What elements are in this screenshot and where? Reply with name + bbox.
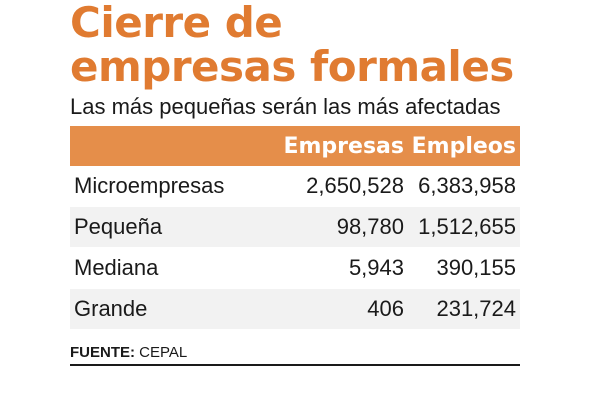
cell-empresas: 5,943 <box>274 247 411 289</box>
table-row: Microempresas 2,650,528 6,383,958 <box>70 166 520 207</box>
cell-empleos: 390,155 <box>411 247 520 289</box>
cell-empresas: 406 <box>274 288 411 330</box>
table-header-row: Empresas Empleos <box>70 126 520 166</box>
cell-empleos: 6,383,958 <box>411 166 520 207</box>
data-table: Empresas Empleos Microempresas 2,650,528… <box>70 126 520 330</box>
table-row: Pequeña 98,780 1,512,655 <box>70 206 520 248</box>
row-label: Pequeña <box>70 206 274 248</box>
chart-subtitle: Las más pequeñas serán las más afectadas <box>70 94 501 119</box>
row-label: Grande <box>70 288 274 330</box>
row-label: Microempresas <box>70 166 274 207</box>
cell-empleos: 231,724 <box>411 288 520 330</box>
source-text: CEPAL <box>139 344 188 361</box>
cell-empleos: 1,512,655 <box>411 206 520 248</box>
table-row: Grande 406 231,724 <box>70 288 520 330</box>
cell-empresas: 98,780 <box>274 206 411 248</box>
infographic: Cierre de empresas formales Las más pequ… <box>70 0 520 366</box>
column-header-category <box>70 126 274 166</box>
source-label: FUENTE: <box>70 344 135 361</box>
source-note: FUENTE: CEPAL <box>70 344 520 366</box>
cell-empresas: 2,650,528 <box>274 166 411 207</box>
chart-title: Cierre de empresas formales <box>70 0 514 91</box>
column-header-empresas: Empresas <box>274 126 411 166</box>
column-header-empleos: Empleos <box>411 126 520 166</box>
table-row: Mediana 5,943 390,155 <box>70 247 520 289</box>
row-label: Mediana <box>70 247 274 289</box>
